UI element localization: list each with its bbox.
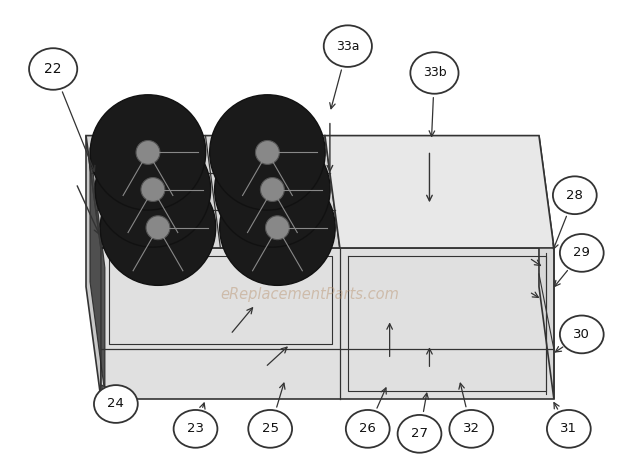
Ellipse shape (553, 176, 596, 214)
Circle shape (146, 216, 170, 240)
Text: 27: 27 (411, 427, 428, 440)
Circle shape (210, 95, 325, 210)
Circle shape (91, 95, 206, 210)
Circle shape (100, 170, 216, 285)
Ellipse shape (29, 48, 78, 90)
Ellipse shape (94, 385, 138, 423)
Text: 30: 30 (574, 328, 590, 341)
Ellipse shape (410, 52, 459, 94)
Text: 31: 31 (560, 423, 577, 435)
Polygon shape (86, 135, 340, 248)
Text: 28: 28 (567, 189, 583, 202)
Polygon shape (539, 135, 554, 399)
Ellipse shape (560, 234, 604, 272)
Text: 23: 23 (187, 423, 204, 435)
Polygon shape (90, 148, 105, 394)
Ellipse shape (560, 315, 604, 353)
Text: eReplacementParts.com: eReplacementParts.com (221, 287, 399, 302)
Text: 29: 29 (574, 246, 590, 259)
Polygon shape (101, 248, 554, 399)
Circle shape (219, 170, 335, 285)
Circle shape (215, 132, 330, 247)
Ellipse shape (174, 410, 218, 448)
Ellipse shape (346, 410, 389, 448)
Ellipse shape (450, 410, 493, 448)
Ellipse shape (547, 410, 591, 448)
Ellipse shape (397, 415, 441, 453)
Circle shape (141, 178, 165, 202)
Text: 32: 32 (463, 423, 480, 435)
Circle shape (265, 216, 290, 240)
Circle shape (260, 178, 285, 202)
Text: 24: 24 (107, 398, 125, 410)
Circle shape (255, 141, 280, 164)
Text: 26: 26 (360, 423, 376, 435)
Circle shape (95, 132, 211, 247)
Polygon shape (86, 135, 101, 399)
Text: 25: 25 (262, 423, 278, 435)
Polygon shape (325, 135, 554, 248)
Text: 33b: 33b (423, 66, 446, 79)
Text: 22: 22 (45, 62, 62, 76)
Ellipse shape (324, 25, 372, 67)
Circle shape (136, 141, 160, 164)
Text: 33a: 33a (336, 39, 360, 53)
Ellipse shape (248, 410, 292, 448)
